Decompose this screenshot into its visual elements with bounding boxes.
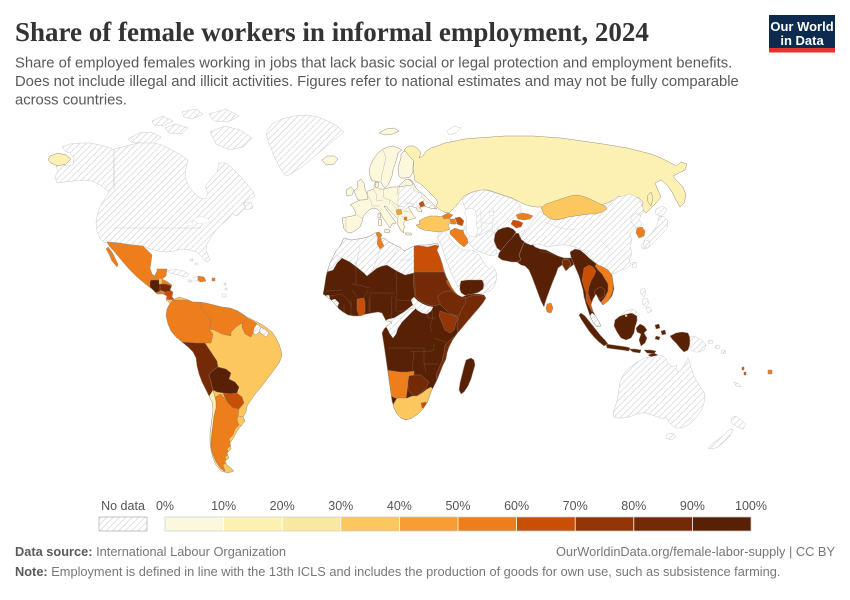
svg-text:0%: 0% <box>156 499 174 513</box>
svg-text:100%: 100% <box>735 499 767 513</box>
svg-text:Data source: International Lab: Data source: International Labour Organi… <box>15 544 286 559</box>
svg-text:70%: 70% <box>563 499 588 513</box>
svg-text:20%: 20% <box>270 499 295 513</box>
svg-text:Note: Employment is defined in: Note: Employment is defined in line with… <box>15 564 780 579</box>
svg-text:Does not include illegal and i: Does not include illegal and illicit act… <box>15 74 739 90</box>
svg-text:across countries.: across countries. <box>15 93 127 109</box>
svg-text:10%: 10% <box>211 499 236 513</box>
svg-text:30%: 30% <box>328 499 353 513</box>
svg-text:90%: 90% <box>680 499 705 513</box>
svg-text:No data: No data <box>101 499 145 513</box>
svg-text:in Data: in Data <box>780 33 824 48</box>
svg-text:40%: 40% <box>387 499 412 513</box>
svg-text:80%: 80% <box>621 499 646 513</box>
svg-text:60%: 60% <box>504 499 529 513</box>
svg-text:Share of employed females work: Share of employed females working in job… <box>15 56 732 72</box>
svg-text:OurWorldinData.org/female-labo: OurWorldinData.org/female-labor-supply |… <box>556 544 836 559</box>
svg-text:50%: 50% <box>445 499 470 513</box>
svg-text:Our World: Our World <box>770 19 833 34</box>
svg-text:Share of female workers in inf: Share of female workers in informal empl… <box>15 17 649 47</box>
